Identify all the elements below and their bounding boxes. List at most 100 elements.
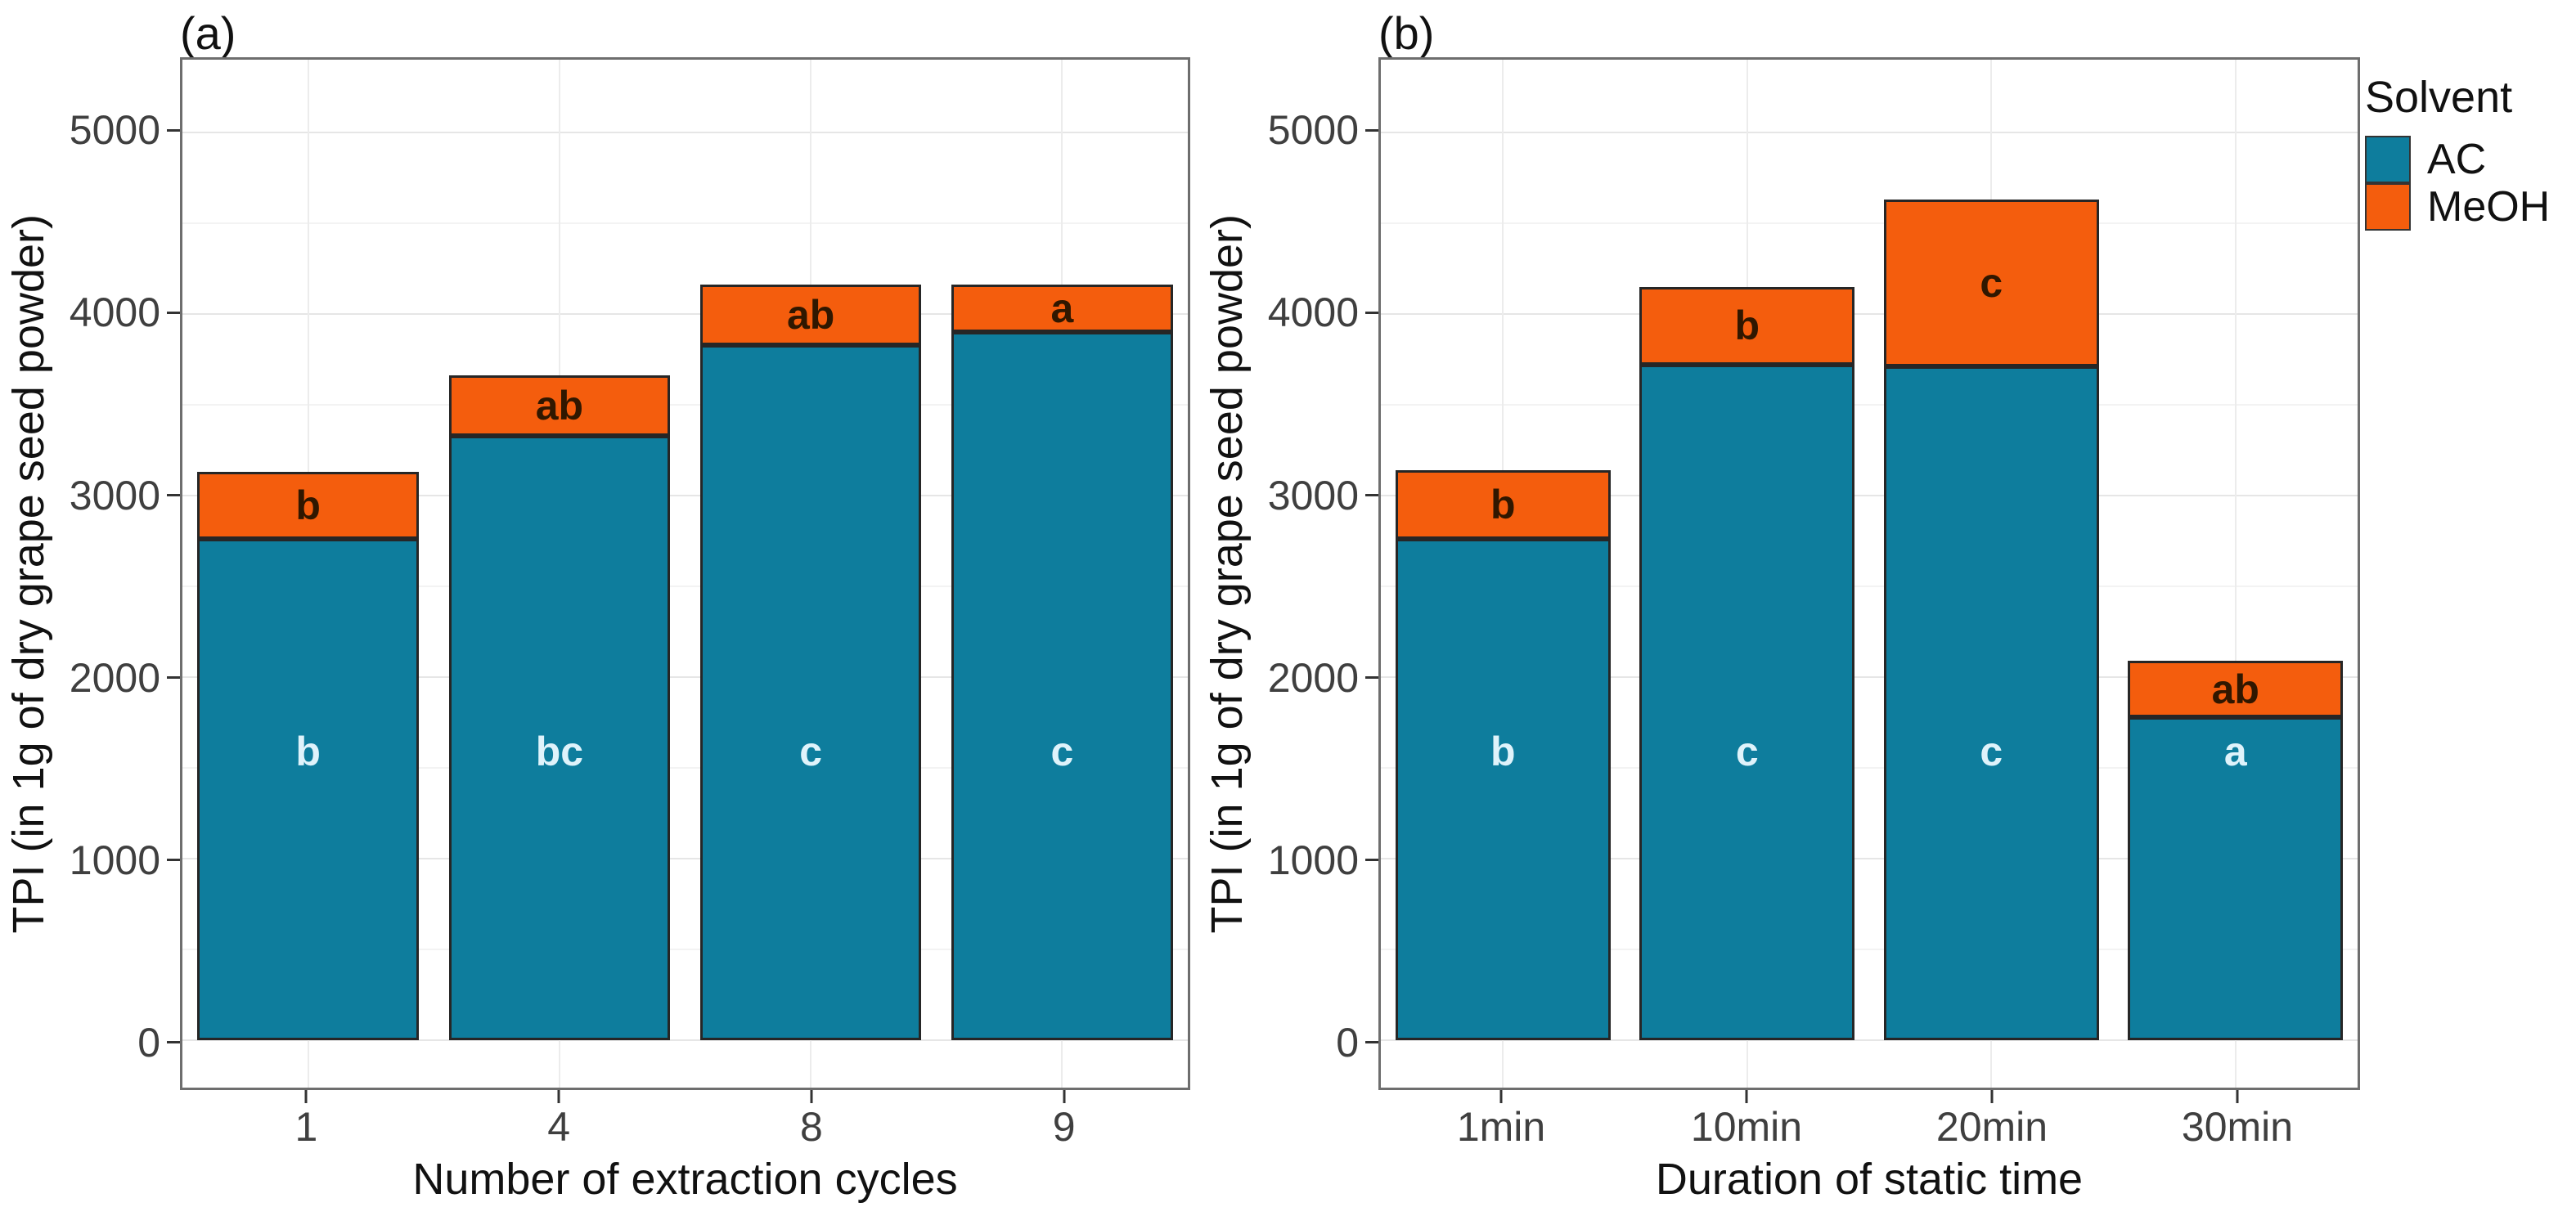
gridline-minor	[182, 949, 1188, 951]
bar-1	[197, 472, 419, 1041]
bar-segment-meoh	[2128, 661, 2344, 717]
x-tick-mark	[810, 1090, 813, 1103]
panel-a-y-tick-labels: 0 1000 2000 3000 4000 5000	[57, 57, 180, 1090]
y-tick-mark	[1365, 859, 1378, 862]
meoh-significance-label: ab	[535, 383, 584, 429]
x-tick-label: 1min	[1456, 1104, 1546, 1150]
bar-segment-ac	[1639, 365, 1855, 1041]
y-tick-mark	[167, 676, 180, 680]
legend-item-meoh: MeOH	[2365, 183, 2576, 231]
bar-segment-meoh	[1883, 200, 2099, 367]
gridline-minor	[182, 403, 1188, 406]
ac-significance-label: a	[2223, 729, 2247, 775]
gridline-minor	[1381, 586, 2358, 588]
panel-a-plot-area: b b ab bc ab c a c	[180, 57, 1190, 1090]
gridline-major	[182, 676, 1188, 679]
bar-9	[951, 285, 1173, 1041]
x-tick-mark	[1499, 1090, 1503, 1103]
meoh-color-swatch	[2365, 183, 2411, 231]
y-axis-title-text: TPI (in 1g of dry grape seed powder)	[4, 213, 53, 934]
bar-segment-ac	[2128, 716, 2344, 1041]
meoh-significance-label: b	[295, 482, 321, 529]
legend-items: AC MeOH	[2365, 136, 2576, 231]
y-tick-label: 2000	[69, 654, 160, 701]
y-tick-label: 3000	[69, 472, 160, 518]
gridline-minor	[1381, 222, 2358, 224]
panel-a-x-axis-title: Number of extraction cycles	[412, 1155, 958, 1204]
bar-segment-ac	[197, 539, 419, 1041]
panel-b-x-tick-labels: 1min 10min 20min 30min	[1378, 1090, 2360, 1150]
ac-significance-label: c	[1050, 729, 1074, 775]
x-tick-label: 30min	[2181, 1104, 2294, 1150]
y-tick-label: 1000	[1267, 837, 1359, 883]
gridline-major	[1381, 676, 2358, 679]
gridline-major	[1381, 1039, 2358, 1042]
bar-segment-ac	[951, 332, 1173, 1041]
meoh-significance-label: b	[1734, 303, 1760, 349]
meoh-significance-label: ab	[786, 292, 835, 339]
gridline-major	[182, 1039, 1188, 1042]
panel-b-y-tick-labels: 0 1000 2000 3000 4000 5000	[1264, 57, 1378, 1090]
bar-1min	[1395, 469, 1611, 1041]
x-tick-label: 8	[799, 1104, 823, 1150]
ac-significance-label: c	[1980, 729, 2003, 775]
x-tick-mark	[557, 1090, 560, 1103]
bar-segment-ac	[1883, 366, 2099, 1041]
bar-30min	[2128, 661, 2344, 1041]
panel-a: (a) TPI (in 1g of dry grape seed powder)…	[0, 0, 1190, 1216]
y-tick-mark	[167, 859, 180, 862]
gridline-minor	[182, 222, 1188, 224]
legend-title: Solvent	[2365, 73, 2513, 122]
legend-item-ac: AC	[2365, 136, 2576, 183]
y-tick-label: 0	[1336, 1019, 1359, 1066]
y-tick-label: 4000	[1267, 289, 1359, 336]
y-tick-label: 5000	[69, 107, 160, 154]
bar-segment-meoh	[951, 285, 1173, 333]
meoh-significance-label: b	[1490, 482, 1516, 528]
legend: Solvent AC MeOH	[2360, 0, 2576, 1216]
x-tick-mark	[2236, 1090, 2239, 1103]
y-tick-mark	[167, 311, 180, 314]
x-tick-mark	[304, 1090, 308, 1103]
x-tick-mark	[1990, 1090, 1994, 1103]
panel-b-y-axis-title: TPI (in 1g of dry grape seed powder)	[1190, 57, 1264, 1090]
gridline-major	[182, 858, 1188, 860]
y-tick-label: 1000	[69, 837, 160, 883]
bar-8	[699, 285, 922, 1041]
x-tick-label: 9	[1052, 1104, 1076, 1150]
gridline-major	[1381, 858, 2358, 860]
gridline-minor	[182, 586, 1188, 588]
x-tick-label: 1	[294, 1104, 318, 1150]
gridline-major	[182, 495, 1188, 497]
panel-a-x-tick-labels: 1 4 8 9	[180, 1090, 1190, 1150]
meoh-significance-label: c	[1980, 260, 2003, 307]
y-tick-mark	[1365, 494, 1378, 497]
bar-20min	[1883, 200, 2099, 1041]
bar-4	[448, 375, 671, 1041]
x-tick-mark	[1745, 1090, 1748, 1103]
ac-color-swatch	[2365, 136, 2411, 183]
y-axis-title-text: TPI (in 1g of dry grape seed powder)	[1203, 213, 1252, 934]
y-tick-mark	[1365, 311, 1378, 314]
ac-significance-label: b	[1490, 729, 1516, 775]
bar-segment-meoh	[1395, 469, 1611, 540]
gridline-minor	[1381, 403, 2358, 406]
y-tick-label: 3000	[1267, 472, 1359, 518]
panel-a-y-axis-title: TPI (in 1g of dry grape seed powder)	[0, 57, 57, 1090]
bar-segment-meoh	[448, 375, 671, 436]
y-tick-label: 0	[137, 1019, 160, 1066]
panel-b: (b) TPI (in 1g of dry grape seed powder)…	[1190, 0, 2360, 1216]
x-tick-label: 4	[547, 1104, 571, 1150]
panel-a-tag: (a)	[180, 7, 236, 59]
bar-segment-ac	[699, 344, 922, 1041]
x-gridline	[2234, 60, 2237, 1088]
bar-10min	[1639, 286, 1855, 1041]
gridline-minor	[1381, 767, 2358, 770]
meoh-significance-label: a	[1050, 285, 1074, 332]
y-tick-mark	[1365, 1041, 1378, 1044]
y-tick-mark	[167, 1041, 180, 1044]
bar-segment-meoh	[1639, 286, 1855, 366]
bar-segment-ac	[1395, 539, 1611, 1041]
gridline-major	[182, 131, 1188, 133]
